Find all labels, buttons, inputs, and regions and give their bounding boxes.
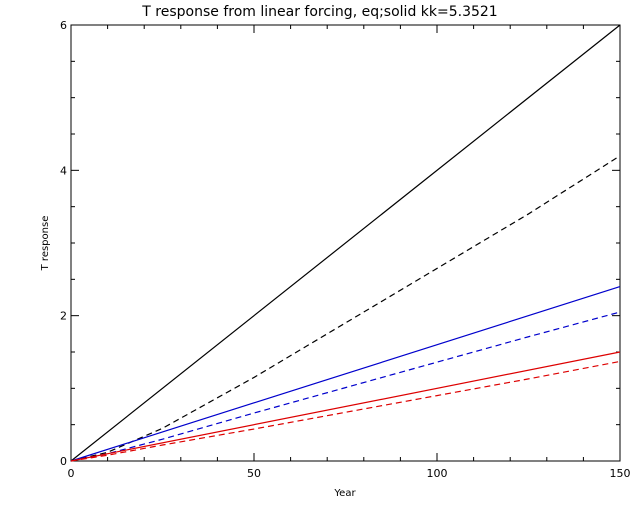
y-tick-label: 6 bbox=[60, 19, 67, 32]
y-axis-label: T response bbox=[40, 216, 51, 272]
axis-ticks: 0 50 100 150 0 2 4 6 bbox=[60, 19, 631, 480]
x-tick-label: 0 bbox=[68, 467, 75, 480]
y-tick-label: 2 bbox=[60, 310, 67, 323]
solid-series-line-2 bbox=[70, 286, 621, 462]
y-tick-label: 0 bbox=[60, 455, 67, 468]
x-axis-label: Year bbox=[333, 488, 356, 499]
chart-title: T response from linear forcing, eq;solid… bbox=[141, 4, 497, 20]
dashed-series-line-5 bbox=[70, 360, 621, 462]
data-series bbox=[70, 24, 621, 462]
solid-series-line-0 bbox=[70, 24, 621, 462]
x-tick-label: 150 bbox=[610, 467, 631, 480]
dashed-series-line-3 bbox=[70, 311, 621, 462]
x-tick-label: 50 bbox=[247, 467, 261, 480]
solid-series-line-4 bbox=[70, 351, 621, 462]
dashed-series-line-1 bbox=[70, 155, 621, 462]
x-tick-label: 100 bbox=[427, 467, 448, 480]
y-tick-label: 4 bbox=[60, 164, 67, 177]
